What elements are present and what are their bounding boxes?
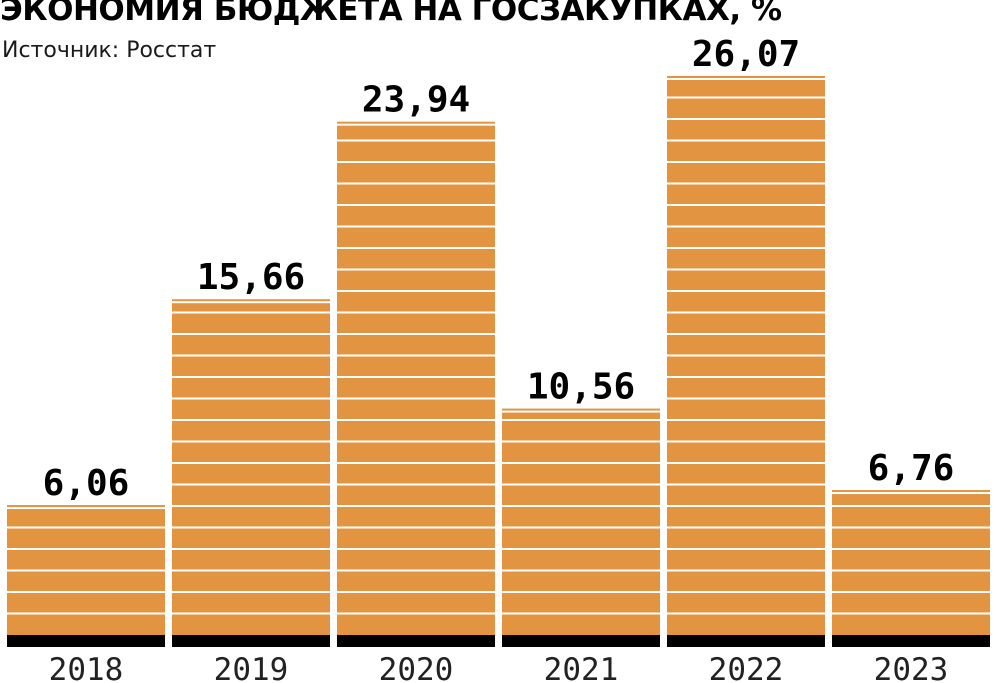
bar-stripes [337,123,495,615]
bar-2021 [502,408,660,635]
value-label: 6,06 [43,463,130,504]
bar-group-2021: 10,56 2021 [502,367,660,683]
chart-title: ЭКОНОМИЯ БЮДЖЕТА НА ГОСЗАКУПКАХ, % [0,0,782,28]
chart-subtitle: Источник: Росстат [2,38,217,63]
bar-base [337,635,495,647]
value-label: 15,66 [197,257,305,298]
bar-stripes [502,410,660,615]
bar-group-2023: 6,76 2023 [832,448,990,683]
bar-base [667,635,825,647]
bar-2023 [832,490,990,635]
bar-group-2019: 15,66 2019 [172,257,330,683]
bar-base [7,635,165,647]
value-label: 26,07 [692,34,800,75]
bar-2019 [172,299,330,635]
bar-stripes [172,301,330,615]
bar-group-2018: 6,06 2018 [7,463,165,683]
bar-group-2022: 26,07 2022 [667,34,825,683]
x-tick-label: 2019 [214,652,289,683]
bar-group-2020: 23,94 2020 [337,80,495,683]
bar-stripes [667,78,825,615]
x-tick-label: 2020 [379,652,454,683]
x-tick-label: 2021 [544,652,619,683]
bar-base [502,635,660,647]
x-tick-label: 2022 [709,652,784,683]
value-label: 10,56 [527,367,635,408]
x-tick-label: 2018 [49,652,124,683]
bar-stripes [832,492,990,615]
x-tick-label: 2023 [874,652,949,683]
value-label: 6,76 [868,448,955,489]
bar-2020 [337,121,495,635]
bar-base [172,635,330,647]
value-label: 23,94 [362,80,470,121]
bar-base [832,635,990,647]
bar-stripes [7,507,165,615]
